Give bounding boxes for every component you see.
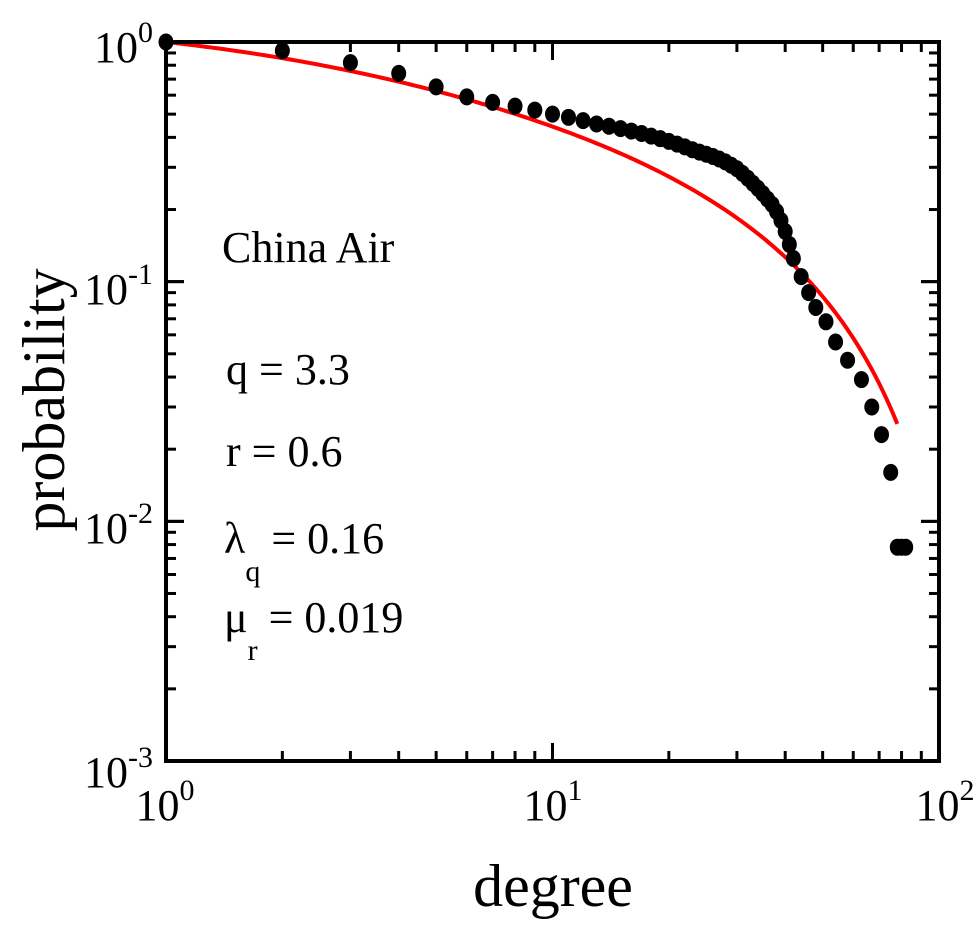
- data-point: [560, 108, 576, 126]
- param-q: q = 3.3: [226, 345, 350, 394]
- y-tick-label-2: 10-2: [84, 497, 153, 553]
- data-point: [828, 333, 844, 351]
- data-point: [485, 93, 501, 111]
- dataset-label: China Air: [222, 223, 395, 272]
- data-point: [785, 249, 801, 267]
- y-axis-title: probability: [11, 268, 77, 531]
- data-point: [527, 101, 543, 119]
- data-point: [545, 105, 560, 123]
- y-tick-label-0: 100: [94, 16, 153, 72]
- data-point: [883, 463, 899, 481]
- y-tick-label-3: 10-3: [84, 741, 153, 797]
- fit-curve: [165, 40, 900, 425]
- data-point: [898, 538, 914, 556]
- data-point: [840, 351, 856, 369]
- data-point: [575, 112, 591, 130]
- data-point: [342, 54, 358, 72]
- data-point: [274, 42, 290, 60]
- data-point: [801, 284, 817, 302]
- y-tick-label-1: 10-1: [84, 258, 153, 314]
- data-point: [601, 117, 617, 135]
- x-axis-title: degree: [473, 853, 633, 919]
- data-point: [808, 299, 824, 317]
- data-point: [864, 398, 880, 416]
- data-point: [853, 371, 869, 389]
- data-point: [777, 222, 793, 240]
- x-tick-label-1: 101: [524, 774, 583, 830]
- param-r: r = 0.6: [226, 427, 342, 476]
- data-point: [793, 268, 809, 286]
- data-point: [391, 64, 407, 82]
- data-point: [507, 97, 523, 115]
- axis-ticks: [164, 40, 941, 763]
- param-lambda: λq = 0.16: [224, 514, 384, 588]
- data-point: [589, 115, 605, 133]
- x-tick-label-0: 100: [136, 774, 195, 830]
- data-point: [781, 235, 797, 253]
- data-point: [428, 78, 444, 96]
- data-point: [459, 88, 475, 106]
- data-points: [158, 33, 914, 556]
- plot-frame: [164, 40, 941, 763]
- data-point: [818, 313, 834, 331]
- data-point: [874, 426, 890, 444]
- param-mu: μr = 0.019: [224, 593, 403, 667]
- x-tick-label-2: 102: [916, 774, 975, 830]
